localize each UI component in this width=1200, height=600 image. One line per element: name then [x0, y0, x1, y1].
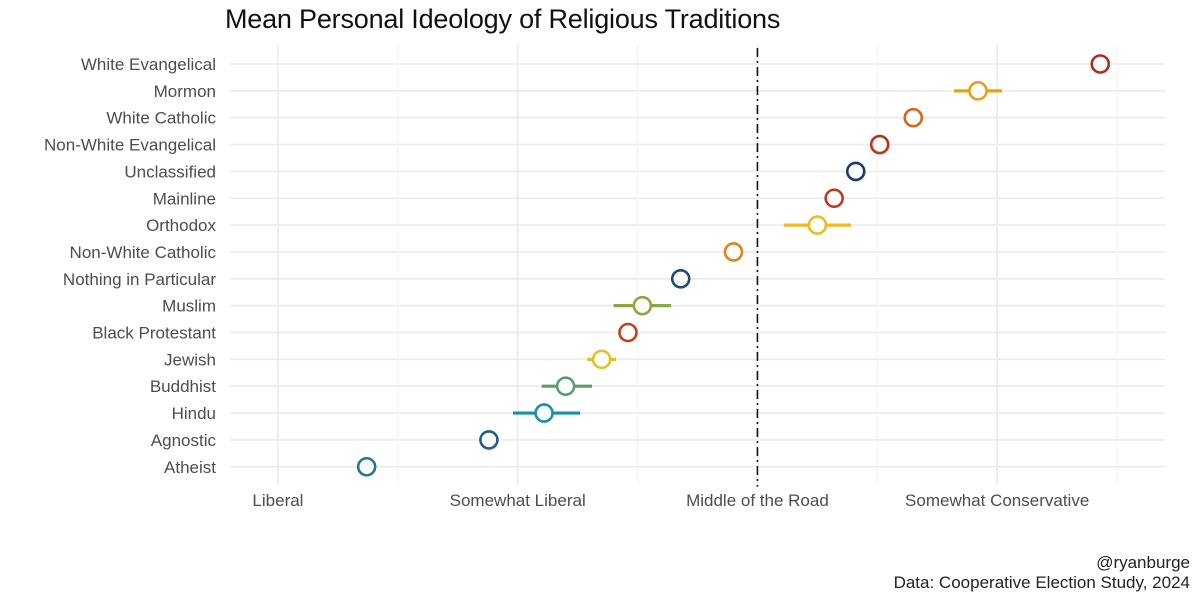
point-mormon — [968, 81, 988, 101]
point-non-white-catholic — [723, 242, 744, 262]
point-black-protestant — [618, 322, 638, 343]
y-tick-label: Muslim — [162, 297, 216, 316]
point-hindu — [534, 403, 554, 423]
y-tick-label: White Evangelical — [81, 55, 216, 74]
y-tick-label: Agnostic — [151, 431, 217, 450]
y-tick-label: White Catholic — [106, 109, 216, 128]
x-tick-label: Somewhat Liberal — [450, 491, 586, 510]
y-tick-label: Orthodox — [146, 216, 216, 235]
y-axis-labels: White Evangelical Mormon White Catholic Non… — [44, 55, 216, 477]
y-tick-label: Mormon — [154, 82, 216, 101]
y-tick-label: Non-White Evangelical — [44, 136, 216, 155]
x-tick-label: Somewhat Conservative — [905, 491, 1089, 510]
y-tick-label: Unclassified — [124, 162, 216, 181]
x-axis-labels: Liberal Somewhat Liberal Middle of the Roa… — [252, 491, 1089, 510]
point-non-white-evangelical — [869, 134, 890, 155]
point-unclassified — [845, 161, 866, 182]
grid-layer — [230, 44, 1165, 485]
point-buddhist — [555, 376, 576, 397]
point-jewish — [591, 349, 612, 370]
point-agnostic — [479, 430, 499, 450]
y-tick-label: Non-White Catholic — [70, 243, 217, 262]
point-muslim — [632, 295, 653, 316]
y-tick-label: Nothing in Particular — [63, 270, 216, 289]
error-bar-layer — [364, 62, 1103, 469]
point-orthodox — [807, 215, 828, 235]
caption-source: Data: Cooperative Election Study, 2024 — [893, 573, 1190, 592]
x-tick-label: Liberal — [252, 491, 303, 510]
x-tick-label: Middle of the Road — [686, 491, 829, 510]
caption-handle: @ryanburge — [1096, 553, 1190, 572]
point-mainline — [824, 188, 844, 209]
y-tick-label: Atheist — [164, 458, 216, 477]
y-tick-label: Buddhist — [150, 377, 216, 396]
y-tick-label: Hindu — [172, 404, 216, 423]
point-nothing-in-particular — [670, 268, 691, 289]
point-atheist — [356, 456, 377, 477]
y-tick-label: Black Protestant — [92, 324, 216, 343]
point-white-evangelical — [1090, 54, 1111, 74]
chart-title: Mean Personal Ideology of Religious Trad… — [225, 4, 781, 34]
y-tick-label: Jewish — [164, 350, 216, 369]
point-layer — [356, 54, 1111, 477]
point-white-catholic — [903, 107, 924, 128]
y-tick-label: Mainline — [153, 189, 216, 208]
